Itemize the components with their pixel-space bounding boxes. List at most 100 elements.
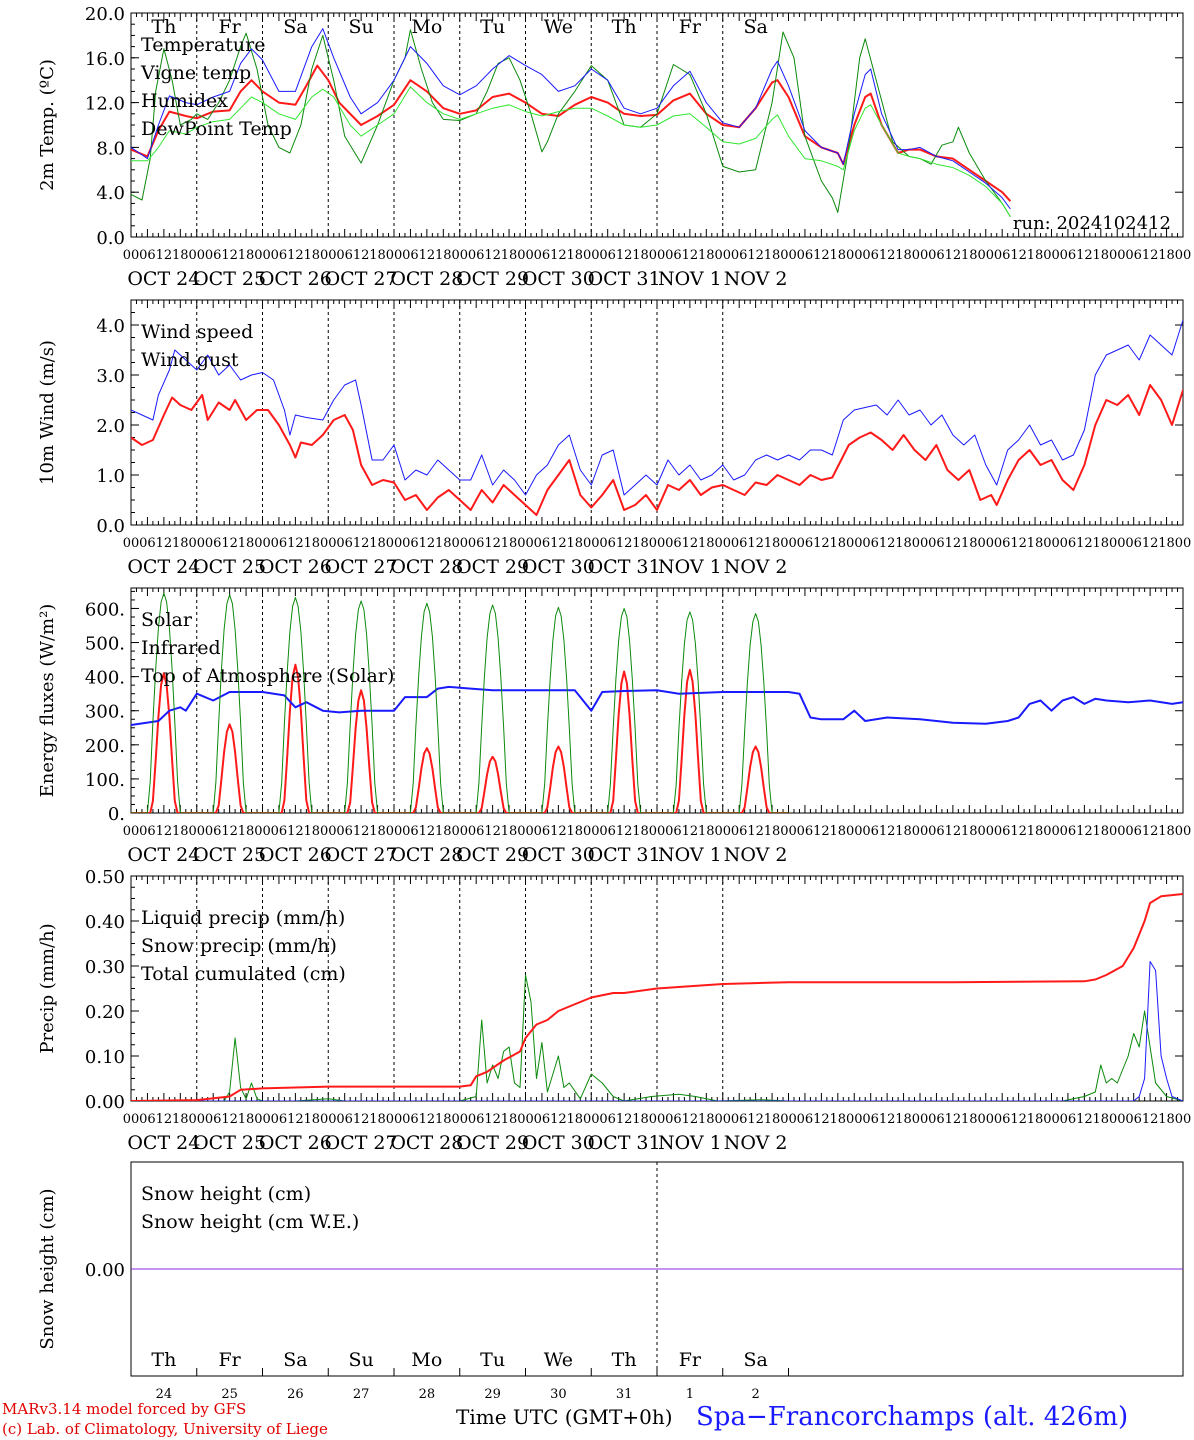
hour-tick-label: 00 — [254, 536, 271, 551]
hour-tick-label: 18 — [1027, 248, 1044, 263]
site-title: Spa−Francorchamps (alt. 426m) — [696, 1402, 1129, 1432]
hour-tick-label: 06 — [139, 824, 156, 839]
hour-tick-label: 12 — [616, 536, 633, 551]
hour-tick-label: 12 — [813, 248, 830, 263]
hour-tick-label: 00 — [517, 536, 534, 551]
day-name-label: Tu — [480, 1349, 505, 1371]
hour-tick-label: 06 — [534, 1112, 551, 1127]
panel-2: 0.01.02.03.04.000 06 12 18 00 06 12 18 00 06 12 18 0… — [37, 299, 1191, 578]
hour-tick-label: 06 — [665, 536, 682, 551]
series-line-4 — [131, 86, 1011, 218]
date-label: OCT 28 — [390, 268, 463, 290]
y-tick-label: 0. — [108, 804, 125, 825]
hour-tick-label: 00 — [188, 1112, 205, 1127]
day-name-label: Sa — [743, 1349, 767, 1371]
day-name-label: Su — [348, 1349, 373, 1371]
hour-tick-label: 06 — [599, 1112, 616, 1127]
hour-tick-label: 18 — [1027, 1112, 1044, 1127]
hour-tick-label: 00 — [517, 824, 534, 839]
hour-tick-label: 12 — [747, 536, 764, 551]
y-axis-title: 10m Wind (m/s) — [37, 340, 58, 485]
hour-tick-label: 12 — [287, 1112, 304, 1127]
hour-tick-label: 00 — [846, 1112, 863, 1127]
hour-tick-label: 18 — [961, 248, 978, 263]
y-axis-title: Precip (mm/h) — [37, 923, 58, 1053]
hour-tick-label: 18 — [238, 536, 255, 551]
hour-tick-label: 18 — [1093, 1112, 1110, 1127]
hour-tick-label: 00 — [1109, 1112, 1126, 1127]
hour-tick-label: 18 — [1158, 824, 1175, 839]
hour-tick-label: 06 — [665, 1112, 682, 1127]
hour-tick-label: 18 — [172, 536, 189, 551]
hour-tick-label: 18 — [764, 1112, 781, 1127]
hour-tick-label: 18 — [369, 824, 386, 839]
hour-tick-label: 00 — [320, 536, 337, 551]
hour-tick-label: 18 — [698, 824, 715, 839]
hour-tick-label: 06 — [731, 1112, 748, 1127]
date-label: OCT 31 — [588, 1132, 661, 1154]
hour-tick-label: 06 — [468, 248, 485, 263]
hour-tick-label: 06 — [271, 824, 288, 839]
hour-tick-label: 06 — [336, 1112, 353, 1127]
date-label: OCT 29 — [456, 556, 529, 578]
legend-entry: Infrared — [141, 637, 221, 659]
hour-tick-label: 00 — [320, 824, 337, 839]
hour-tick-label: 00 — [780, 536, 797, 551]
date-label: OCT 24 — [127, 1132, 200, 1154]
day-name-label: Sa — [283, 1349, 307, 1371]
hour-tick-label: 18 — [1093, 536, 1110, 551]
series-line-3 — [131, 28, 1011, 210]
day-name-label: Th — [612, 1349, 637, 1371]
day-number-label: 2 — [751, 1387, 759, 1402]
hour-tick-label: 06 — [797, 824, 814, 839]
date-label: OCT 24 — [127, 268, 200, 290]
hour-tick-label: 00 — [123, 536, 140, 551]
hour-tick-label: 18 — [172, 1112, 189, 1127]
hour-tick-label: 12 — [1010, 248, 1027, 263]
hour-tick-label: 18 — [961, 824, 978, 839]
hour-tick-label: 00 — [188, 248, 205, 263]
date-label: OCT 26 — [259, 1132, 332, 1154]
y-tick-label: 0.40 — [85, 912, 125, 933]
hour-tick-label: 12 — [747, 1112, 764, 1127]
legend-entry: Snow precip (mm/h) — [141, 935, 337, 957]
hour-tick-label: 06 — [731, 248, 748, 263]
hour-tick-label: 18 — [1027, 536, 1044, 551]
series-line-2 — [131, 319, 1183, 496]
day-name-label: Fr — [679, 16, 702, 38]
panel-1: 0.04.08.012.016.020.000 06 12 18 00 06 12 18 00 0… — [37, 4, 1191, 290]
day-name-label: We — [544, 16, 573, 38]
hour-tick-label: 12 — [419, 1112, 436, 1127]
hour-tick-label: 06 — [665, 824, 682, 839]
hour-tick-label: 12 — [484, 1112, 501, 1127]
day-number-label: 26 — [287, 1387, 304, 1402]
hour-tick-label: 18 — [369, 248, 386, 263]
hour-tick-label: 18 — [764, 824, 781, 839]
hour-tick-label: 00 — [254, 824, 271, 839]
hour-tick-label: 00 — [123, 248, 140, 263]
legend-entry: Total cumulated (cm) — [141, 963, 346, 985]
day-number-label: 1 — [686, 1387, 694, 1402]
hour-tick-label: 00 — [977, 248, 994, 263]
hour-tick-label: 18 — [501, 248, 518, 263]
hour-tick-label: 18 — [435, 1112, 452, 1127]
hour-tick-label: 06 — [534, 248, 551, 263]
hour-tick-label: 12 — [682, 1112, 699, 1127]
day-number-label: 28 — [419, 1387, 436, 1402]
hour-tick-label: 12 — [945, 536, 962, 551]
date-label: OCT 26 — [259, 556, 332, 578]
day-name-label: Th — [151, 1349, 176, 1371]
hour-tick-label: 06 — [928, 824, 945, 839]
date-label: OCT 24 — [127, 556, 200, 578]
hour-tick-label: 12 — [813, 824, 830, 839]
hour-tick-label: 06 — [797, 1112, 814, 1127]
hour-tick-label: 18 — [304, 248, 321, 263]
day-name-label: We — [544, 1349, 573, 1371]
y-tick-label: 0.50 — [85, 867, 125, 888]
hour-tick-label: 18 — [501, 824, 518, 839]
day-name-label: Sa — [283, 16, 307, 38]
hour-tick-label: 12 — [353, 536, 370, 551]
day-number-label: 27 — [353, 1387, 370, 1402]
date-label: OCT 25 — [193, 556, 266, 578]
